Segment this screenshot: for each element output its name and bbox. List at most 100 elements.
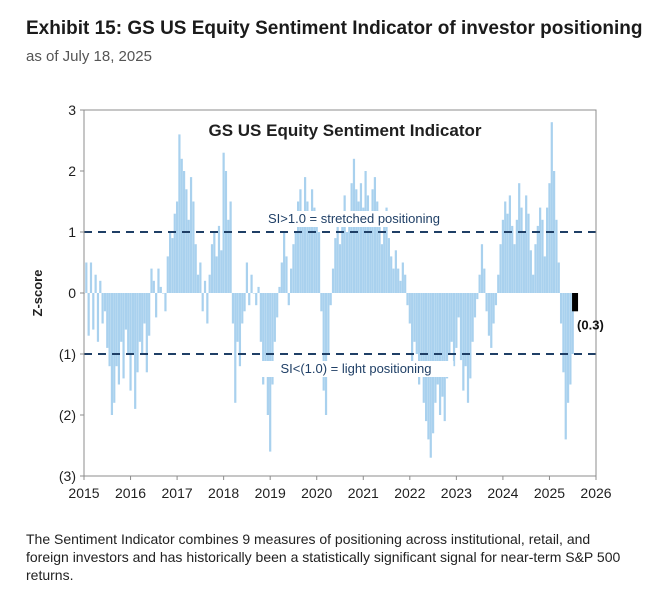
sentiment-bar: [287, 293, 290, 306]
sentiment-bar: [518, 183, 521, 293]
sentiment-bar: [138, 293, 141, 342]
sentiment-bar: [241, 293, 244, 324]
sentiment-bar: [571, 293, 574, 354]
sentiment-bar: [271, 293, 274, 385]
sentiment-bar: [415, 293, 418, 354]
exhibit-subtitle: as of July 18, 2025: [26, 48, 152, 65]
sentiment-bar: [331, 268, 335, 293]
x-tick-label: 2022: [394, 485, 425, 501]
sentiment-bar: [532, 274, 535, 293]
sentiment-bar: [452, 293, 456, 367]
exhibit-title: Exhibit 15: GS US Equity Sentiment Indic…: [26, 18, 643, 39]
sentiment-bar: [457, 293, 460, 318]
sentiment-bar: [473, 293, 477, 318]
sentiment-bar: [248, 293, 251, 306]
sentiment-bar: [520, 207, 523, 293]
sentiment-bar: [106, 293, 109, 348]
sentiment-bar: [180, 158, 183, 293]
sentiment-bar: [539, 207, 542, 293]
reference-lines: [84, 231, 596, 355]
sentiment-bar: [546, 207, 549, 293]
sentiment-bar: [297, 201, 300, 293]
reference-label-background: [258, 361, 454, 377]
sentiment-bar: [406, 293, 409, 306]
stretched-positioning-label: SI>1.0 = stretched positioning: [268, 211, 440, 226]
sentiment-bar: [534, 244, 537, 293]
sentiment-bar: [529, 250, 532, 293]
sentiment-bar: [222, 152, 225, 293]
sentiment-bar: [210, 244, 214, 293]
footnote: The Sentiment Indicator combines 9 measu…: [26, 531, 621, 583]
sentiment-bar: [101, 293, 104, 324]
sentiment-bar: [501, 219, 505, 293]
sentiment-bar: [201, 293, 204, 312]
sentiment-bar: [294, 232, 297, 293]
sentiment-bar: [159, 286, 162, 293]
sentiment-bar: [124, 293, 127, 330]
sentiment-bar: [166, 256, 169, 293]
sentiment-bar: [490, 293, 493, 348]
sentiment-bar: [357, 201, 360, 293]
sentiment-bar: [199, 262, 202, 293]
sentiment-bar: [373, 177, 377, 293]
sentiment-bar: [378, 219, 381, 293]
sentiment-bar: [273, 293, 276, 342]
sentiment-bar: [343, 195, 346, 293]
sentiment-bar: [366, 195, 370, 293]
sentiment-bar: [478, 274, 481, 293]
sentiment-bar: [392, 268, 395, 293]
sentiment-bar: [129, 293, 132, 391]
sentiment-bar: [383, 225, 386, 293]
sentiment-bar: [543, 256, 546, 293]
sentiment-bar: [359, 183, 363, 293]
sentiment-bar: [310, 189, 314, 293]
sentiment-bar: [327, 293, 330, 354]
sentiment-bar: [134, 293, 137, 409]
sentiment-bar: [245, 262, 249, 293]
sentiment-bar: [527, 213, 530, 293]
sentiment-bar: [229, 201, 232, 293]
sentiment-bar: [145, 293, 148, 373]
sentiment-bar: [350, 183, 353, 293]
sentiment-bar: [250, 274, 253, 293]
sentiment-bar: [206, 293, 209, 324]
sentiment-bar: [390, 256, 393, 293]
y-axis-ticks: 3 2 1 0 (1) (2) (3): [59, 102, 84, 484]
sentiment-bar: [243, 293, 246, 312]
sentiment-bar: [152, 280, 155, 293]
sentiment-bar: [401, 262, 404, 293]
y-tick-label: 1: [68, 224, 76, 240]
sentiment-bar: [227, 219, 230, 293]
sentiment-bar: [103, 293, 107, 312]
sentiment-bar: [550, 122, 553, 293]
sentiment-bar: [338, 244, 342, 293]
sentiment-bar: [185, 189, 188, 293]
sentiment-bar: [252, 293, 255, 294]
sentiment-bar: [262, 293, 265, 385]
sentiment-bar: [425, 293, 428, 422]
sentiment-bar: [418, 293, 421, 385]
sentiment-bar: [329, 293, 332, 306]
y-tick-label: 3: [68, 102, 76, 118]
sentiment-bar: [476, 293, 479, 300]
sentiment-bar: [96, 293, 100, 342]
sentiment-bar: [559, 293, 563, 324]
sentiment-bar: [92, 293, 95, 330]
sentiment-bar: [404, 274, 407, 293]
sentiment-bar: [371, 189, 374, 293]
sentiment-bar: [413, 293, 416, 342]
sentiment-bar: [345, 232, 349, 293]
sentiment-bar: [196, 274, 200, 293]
sentiment-bar: [471, 293, 474, 342]
sentiment-bar: [469, 293, 472, 379]
sentiment-bar: [120, 293, 123, 342]
sentiment-bar: [234, 293, 237, 403]
sentiment-bar: [557, 262, 560, 293]
light-positioning-label: SI<(1.0) = light positioning: [280, 361, 431, 376]
y-tick-label: 2: [68, 163, 76, 179]
sentiment-bar: [127, 293, 130, 354]
x-tick-label: 2026: [580, 485, 611, 501]
x-tick-label: 2016: [115, 485, 146, 501]
chart-title: GS US Equity Sentiment Indicator: [209, 121, 482, 140]
